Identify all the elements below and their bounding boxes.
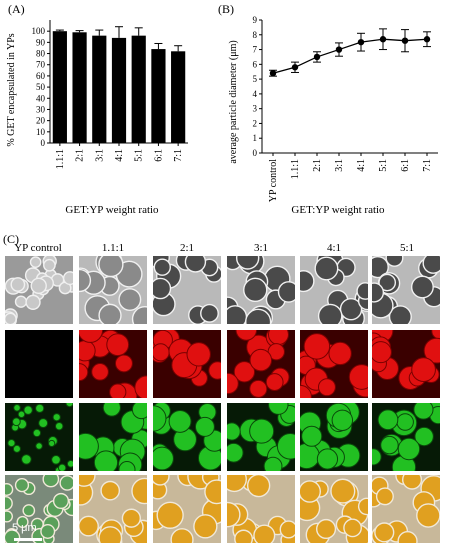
micrograph-green-col4 bbox=[227, 403, 295, 471]
micrograph-merge-col6 bbox=[372, 475, 440, 543]
micrograph-merge-col2 bbox=[79, 475, 147, 543]
micrograph-merge-col4 bbox=[227, 475, 295, 543]
chart-a-x-tick-label: 3:1 bbox=[94, 149, 105, 162]
chart-a-x-tick-label: 4:1 bbox=[114, 149, 125, 162]
chart-b-y-tick-label: 4 bbox=[253, 89, 258, 99]
micrograph-red-col1 bbox=[5, 330, 73, 398]
chart-b-y-tick-label: 1 bbox=[253, 133, 258, 143]
chart-b-y-axis-label: average particle diameter (μm) bbox=[228, 40, 239, 163]
chart-b-diameter: 0 1 2 3 4 5 6 7 8 9 YP control 1.1:1 2:1 3:1 4:1 5:1 6:1… bbox=[228, 15, 438, 216]
chart-a-bar bbox=[151, 49, 166, 144]
chart-a-bar bbox=[52, 31, 67, 144]
chart-a-y-tick-label: 70 bbox=[36, 60, 46, 70]
micrograph-brightfield-col5 bbox=[300, 256, 368, 324]
scale-bar bbox=[14, 538, 42, 541]
chart-b-x-tick-label: 6:1 bbox=[400, 159, 411, 172]
micrograph-merge-col1 bbox=[5, 475, 73, 543]
micrograph-brightfield-col6 bbox=[372, 256, 440, 324]
chart-b-point bbox=[313, 53, 321, 61]
panel-a-label: (A) bbox=[8, 2, 25, 16]
micrograph-green-col2 bbox=[79, 403, 147, 471]
chart-a-y-tick-label: 60 bbox=[36, 71, 46, 81]
chart-a-bar bbox=[92, 35, 107, 144]
chart-b-y-tick-label: 5 bbox=[253, 74, 258, 84]
micrograph-brightfield-col4 bbox=[227, 256, 295, 324]
chart-b-x-axis-label: GET:YP weight ratio bbox=[291, 204, 385, 216]
chart-a-x-tick-label: 6:1 bbox=[153, 149, 164, 162]
chart-b-point bbox=[357, 38, 365, 46]
panel-b-label: (B) bbox=[218, 2, 234, 16]
chart-b-point bbox=[269, 70, 277, 77]
col-header-yp-control: YP control bbox=[14, 242, 62, 254]
micrograph-red-col2 bbox=[79, 330, 147, 398]
chart-b-x-tick-label: 4:1 bbox=[356, 159, 367, 172]
chart-b-point bbox=[335, 46, 343, 53]
chart-a-x-tick-label: 2:1 bbox=[75, 149, 86, 162]
chart-a-x-tick-label: 1.1:1 bbox=[55, 149, 66, 169]
scale-bar-label: 5 μm bbox=[12, 522, 37, 534]
chart-a-bar bbox=[171, 51, 186, 143]
chart-b-y-tick-label: 7 bbox=[253, 45, 258, 55]
micrograph-green-col5 bbox=[300, 403, 368, 471]
chart-a-y-tick-label: 20 bbox=[36, 116, 46, 126]
chart-a-y-tick-label: 50 bbox=[36, 82, 46, 92]
chart-a-y-tick-label: 90 bbox=[36, 37, 46, 47]
chart-a-x-axis-label: GET:YP weight ratio bbox=[65, 204, 159, 216]
micrograph-red-col5 bbox=[300, 330, 368, 398]
chart-b-x-tick-label: 3:1 bbox=[334, 159, 345, 172]
chart-a-y-tick-label: 40 bbox=[36, 93, 46, 103]
micrograph-brightfield-col3 bbox=[153, 256, 221, 324]
chart-b-x-tick-label: 2:1 bbox=[312, 159, 323, 172]
chart-a-y-tick-label: 10 bbox=[36, 127, 46, 137]
micrograph-red-col3 bbox=[153, 330, 221, 398]
col-header-1-1-1: 1.1:1 bbox=[101, 242, 125, 254]
panel-c-label: (C) bbox=[3, 232, 19, 246]
micrograph-green-col3 bbox=[153, 403, 221, 471]
col-header-4-1: 4:1 bbox=[326, 242, 342, 254]
col-header-5-1: 5:1 bbox=[399, 242, 415, 254]
chart-b-x-tick-label: 1.1:1 bbox=[290, 159, 301, 179]
chart-a-y-tick-label: 80 bbox=[36, 49, 46, 59]
micrograph-green-col1 bbox=[5, 403, 73, 471]
chart-b-point bbox=[423, 36, 431, 43]
chart-b-y-tick-label: 8 bbox=[253, 30, 258, 40]
chart-a-x-tick-label: 5:1 bbox=[134, 149, 145, 162]
chart-a-x-tick-label: 7:1 bbox=[173, 149, 184, 162]
micrograph-red-col4 bbox=[227, 330, 295, 398]
chart-b-x-tick-label: 7:1 bbox=[422, 159, 433, 172]
col-header-2-1: 2:1 bbox=[179, 242, 195, 254]
chart-a-y-axis-label: % GET encapsulated in YPs bbox=[6, 33, 17, 146]
chart-b-y-tick-label: 9 bbox=[253, 15, 258, 25]
chart-a-y-tick-label: 0 bbox=[41, 138, 46, 148]
chart-a-bar bbox=[111, 37, 127, 143]
col-header-3-1: 3:1 bbox=[253, 242, 269, 254]
chart-a-bar bbox=[131, 35, 146, 144]
micrograph-brightfield-col2 bbox=[79, 256, 147, 324]
micrograph-green-col6 bbox=[372, 403, 440, 471]
chart-a-bar bbox=[72, 32, 87, 143]
chart-b-x-tick-label: YP control bbox=[268, 159, 279, 202]
chart-b-y-tick-label: 3 bbox=[253, 104, 258, 114]
micrograph-red-col6 bbox=[372, 330, 440, 398]
chart-a-y-tick-label: 100 bbox=[32, 26, 46, 36]
chart-b-y-tick-label: 0 bbox=[253, 148, 258, 158]
chart-a-y-tick-label: 30 bbox=[36, 104, 46, 114]
chart-b-x-tick-label: 5:1 bbox=[378, 159, 389, 172]
chart-b-point bbox=[379, 36, 387, 43]
chart-b-point bbox=[401, 37, 409, 44]
micrograph-brightfield-col1 bbox=[5, 256, 73, 324]
chart-b-y-tick-label: 6 bbox=[253, 59, 258, 69]
micrograph-merge-col3 bbox=[153, 475, 221, 543]
chart-b-series-line bbox=[272, 38, 428, 74]
chart-b-point bbox=[291, 64, 299, 71]
chart-b-y-tick-label: 2 bbox=[253, 118, 258, 128]
micrograph-merge-col5 bbox=[300, 475, 368, 543]
